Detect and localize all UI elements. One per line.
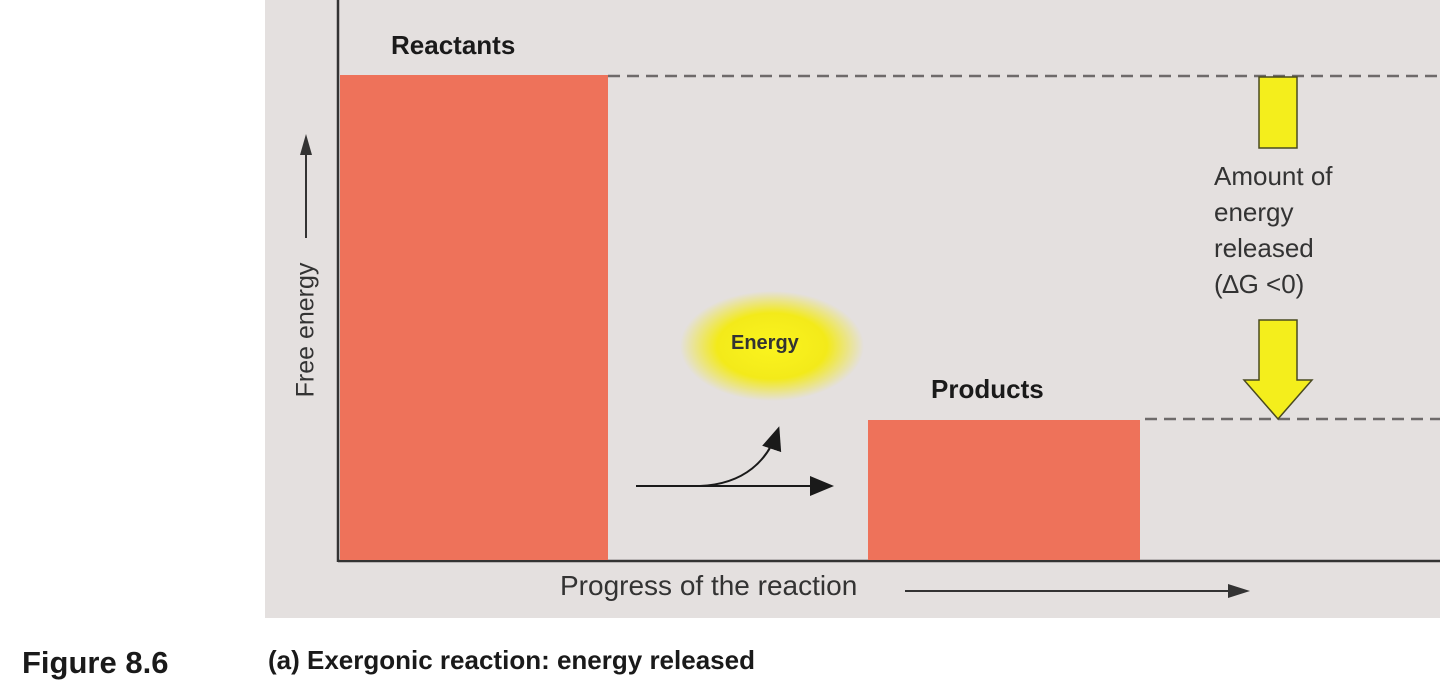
energy-difference-arrow-top: [1258, 76, 1298, 149]
x-axis-label: Progress of the reaction: [560, 570, 858, 601]
energy-difference-arrow-bottom: [1242, 319, 1314, 421]
figure-number: Figure 8.6: [22, 645, 169, 680]
energy-burst: [680, 291, 864, 401]
annotation-line: (∆G <0): [1214, 269, 1305, 299]
y-axis-label: Free energy: [291, 262, 320, 398]
reactants-bar: [340, 75, 608, 560]
energy-release-arrow: [699, 426, 782, 487]
reactants-label: Reactants: [391, 30, 516, 60]
y-axis-arrowhead: [300, 134, 312, 155]
figure-caption: (a) Exergonic reaction: energy released: [268, 645, 755, 675]
energy-burst-label: Energy: [731, 332, 799, 354]
annotation-line: energy: [1214, 197, 1294, 227]
products-label: Products: [931, 374, 1044, 404]
x-axis-arrowhead: [1228, 584, 1250, 598]
annotation-line: released: [1214, 233, 1314, 263]
annotation-line: Amount of: [1214, 161, 1333, 191]
products-bar: [868, 420, 1140, 560]
energy-released-annotation: Amount of energy released (∆G <0): [1214, 158, 1414, 302]
